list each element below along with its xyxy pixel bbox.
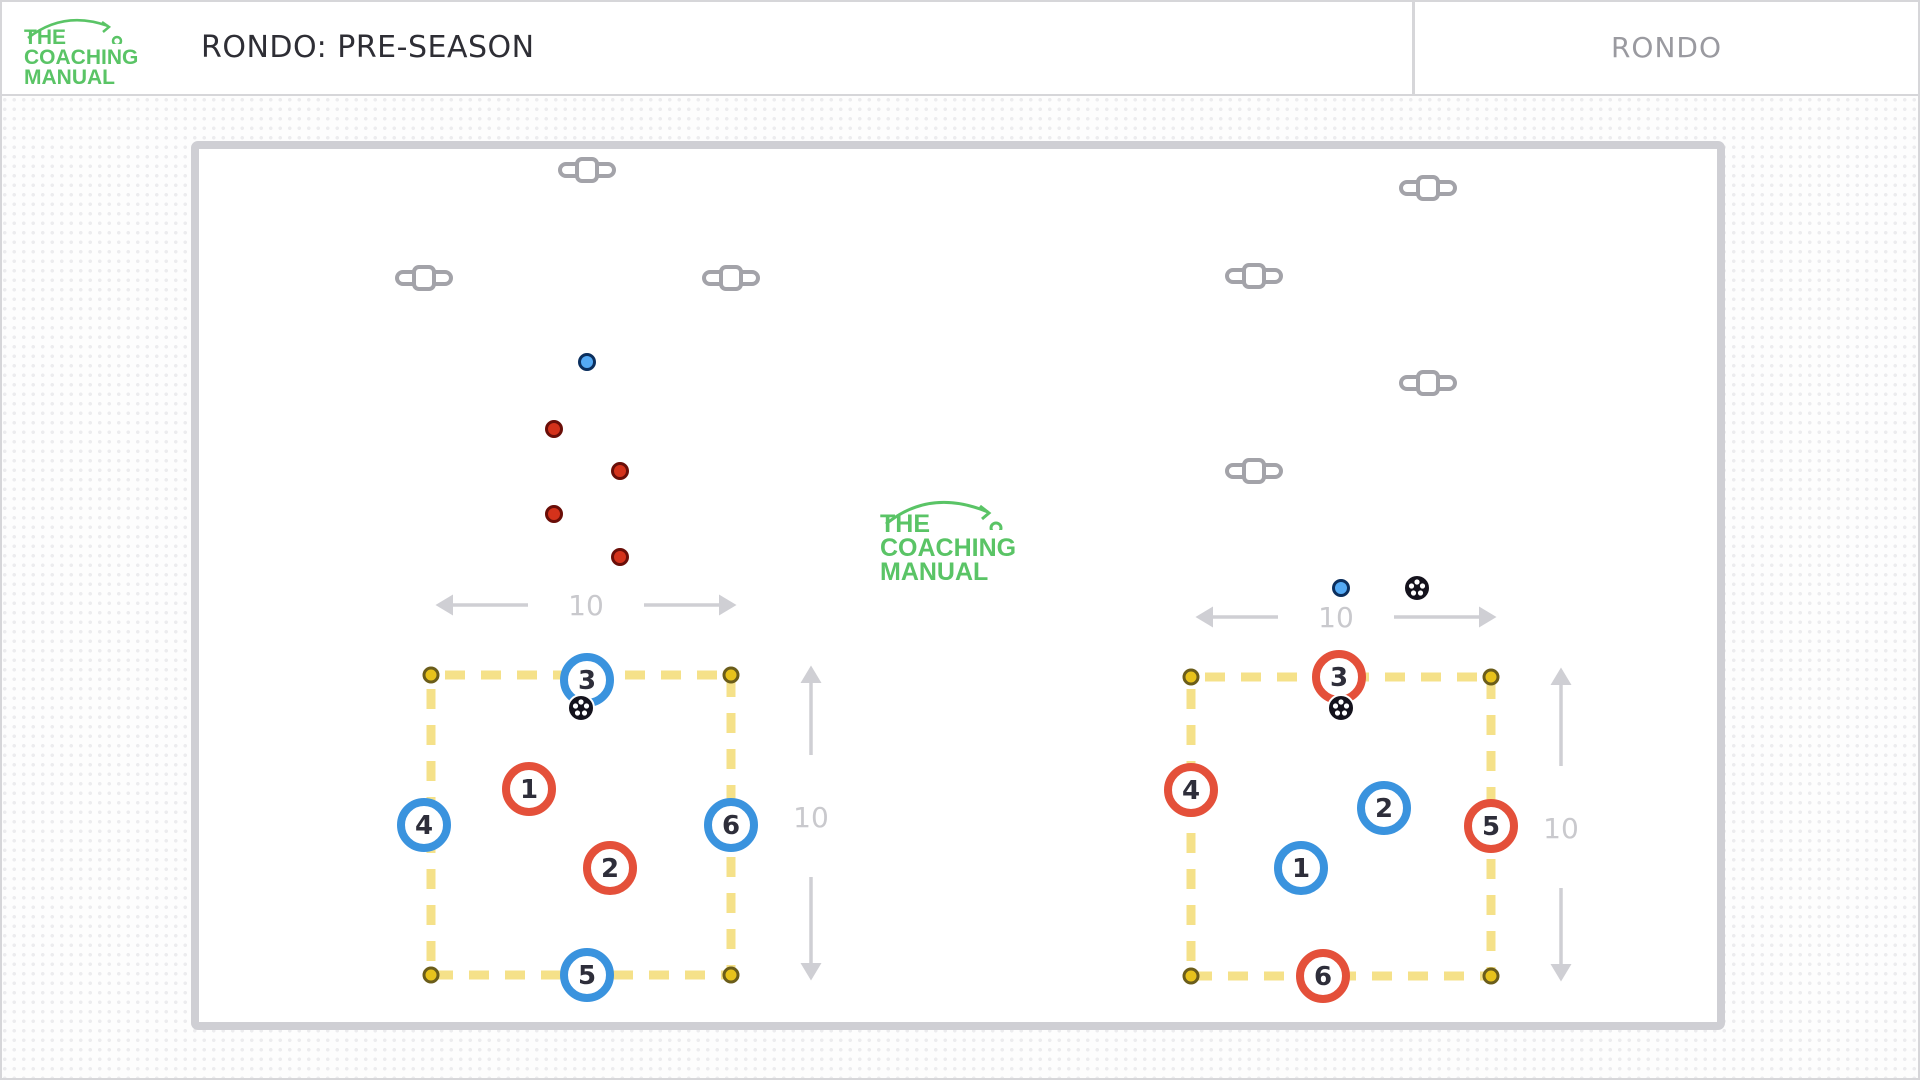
player-token-blue-1[interactable]: 1 <box>1274 841 1328 895</box>
player-number: 2 <box>1375 794 1393 824</box>
player-number: 5 <box>1482 812 1500 842</box>
hurdle-icon[interactable] <box>395 265 453 291</box>
logo-line-1: THE <box>880 510 930 538</box>
hurdle-icon[interactable] <box>1225 458 1283 484</box>
player-number: 4 <box>1182 776 1200 806</box>
cone-icon[interactable] <box>422 966 440 984</box>
player-number: 4 <box>415 811 433 841</box>
player-number: 3 <box>1330 663 1348 693</box>
cone-icon[interactable] <box>1482 967 1500 985</box>
cone-icon[interactable] <box>722 666 740 684</box>
logo-line-2: COACHING <box>24 46 139 69</box>
pitch-area <box>191 141 1725 1030</box>
hurdle-icon[interactable] <box>1399 370 1457 396</box>
cone-icon[interactable] <box>722 966 740 984</box>
player-number: 2 <box>601 854 619 884</box>
blue-marker-icon[interactable] <box>1332 579 1350 597</box>
distance-label: 10 <box>1543 812 1579 845</box>
left-rondo-drill: 10 10 3 1 4 6 2 5 <box>395 157 829 1002</box>
ball-icon[interactable] <box>1403 574 1431 602</box>
player-token-red-6[interactable]: 6 <box>1296 949 1350 1003</box>
hurdle-icon[interactable] <box>702 265 760 291</box>
logo-line-3: MANUAL <box>880 558 989 586</box>
logo-text: THE COACHING MANUAL <box>24 26 139 89</box>
distance-label: 10 <box>568 589 604 622</box>
player-token-blue-5[interactable]: 5 <box>560 948 614 1002</box>
hurdle-icon[interactable] <box>558 157 616 183</box>
player-token-red-5[interactable]: 5 <box>1464 799 1518 853</box>
red-marker-icon[interactable] <box>545 420 563 438</box>
ball-icon[interactable] <box>567 694 595 722</box>
player-number: 5 <box>578 961 596 991</box>
player-token-red-2[interactable]: 2 <box>583 841 637 895</box>
page-title: RONDO: PRE-SEASON <box>201 30 535 65</box>
player-number: 6 <box>1314 962 1332 992</box>
red-marker-icon[interactable] <box>611 462 629 480</box>
player-token-red-1[interactable]: 1 <box>502 762 556 816</box>
category-label: RONDO <box>1610 30 1723 64</box>
right-rondo-drill: 10 10 3 4 2 5 1 6 <box>1164 175 1579 1003</box>
logo-line-1: THE <box>24 26 66 49</box>
player-number: 6 <box>722 811 740 841</box>
player-token-red-4[interactable]: 4 <box>1164 763 1218 817</box>
cone-icon[interactable] <box>1182 668 1200 686</box>
player-token-red-3[interactable]: 3 <box>1312 650 1366 704</box>
logo-line-2: COACHING <box>880 534 1017 562</box>
player-number: 3 <box>578 666 596 696</box>
blue-marker-icon[interactable] <box>578 353 596 371</box>
header-bar: THE COACHING MANUAL RONDO: PRE-SEASON <box>2 2 1918 96</box>
center-watermark-logo: THE COACHING MANUAL <box>880 494 1060 594</box>
cone-icon[interactable] <box>1182 967 1200 985</box>
red-marker-icon[interactable] <box>611 548 629 566</box>
logo-arrow-icon <box>885 500 1003 530</box>
cone-icon[interactable] <box>422 666 440 684</box>
player-token-blue-2[interactable]: 2 <box>1357 781 1411 835</box>
distance-label: 10 <box>793 801 829 834</box>
player-number: 1 <box>1292 854 1310 884</box>
player-number: 1 <box>520 775 538 805</box>
cone-icon[interactable] <box>1482 668 1500 686</box>
hurdle-icon[interactable] <box>1399 175 1457 201</box>
red-marker-icon[interactable] <box>545 505 563 523</box>
ball-icon[interactable] <box>1327 694 1355 722</box>
logo-arrow-icon <box>27 18 123 44</box>
player-token-blue-6[interactable]: 6 <box>704 798 758 852</box>
header-divider <box>1412 0 1415 94</box>
coaching-manual-logo[interactable]: THE COACHING MANUAL <box>24 14 164 94</box>
hurdle-icon[interactable] <box>1225 263 1283 289</box>
logo-line-3: MANUAL <box>24 66 115 89</box>
player-token-blue-4[interactable]: 4 <box>397 798 451 852</box>
center-logo-text: THE COACHING MANUAL <box>880 510 1017 586</box>
distance-label: 10 <box>1318 601 1354 634</box>
